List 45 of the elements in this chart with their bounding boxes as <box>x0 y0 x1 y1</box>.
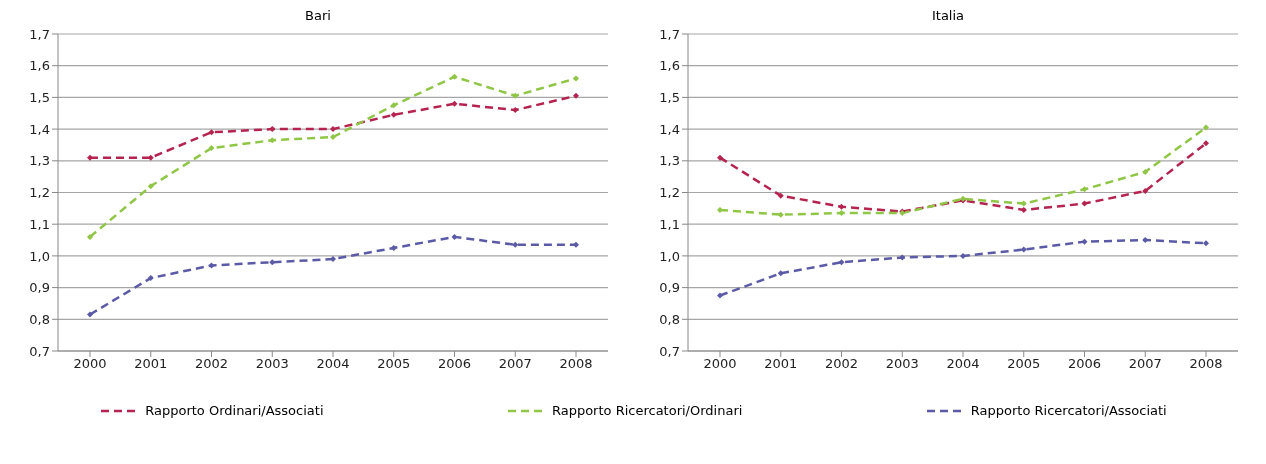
x-tick-label: 2003 <box>255 356 289 372</box>
x-tick-label: 2001 <box>134 356 168 372</box>
x-tick-label: 2008 <box>1189 356 1223 372</box>
x-tick-label: 2001 <box>764 356 798 372</box>
x-tick-label: 2006 <box>437 356 472 372</box>
x-tick-label: 2005 <box>377 356 411 372</box>
x-tick-label: 2007 <box>1128 356 1162 372</box>
y-tick-label: 1,4 <box>659 121 680 137</box>
y-tick-label: 1,3 <box>29 153 50 169</box>
x-tick-label: 2004 <box>946 356 980 372</box>
x-tick-label: 2005 <box>1007 356 1041 372</box>
y-tick-label: 0,8 <box>29 311 50 327</box>
y-tick-label: 1,6 <box>29 58 50 74</box>
y-tick-label: 1,1 <box>659 216 680 232</box>
y-tick-label: 0,9 <box>29 280 50 296</box>
legend-label: Rapporto Ricercatori/Associati <box>970 403 1167 418</box>
x-tick-label: 2000 <box>703 356 737 372</box>
chart-title: Italia <box>930 8 966 25</box>
y-tick-label: 0,7 <box>29 343 50 359</box>
chart-title: Bari <box>304 8 332 25</box>
legend-label: Rapporto Ricercatori/Ordinari <box>551 403 743 418</box>
y-tick-label: 1,0 <box>29 248 50 264</box>
y-tick-label: 1,2 <box>659 185 680 201</box>
y-tick-label: 0,9 <box>659 280 680 296</box>
y-tick-label: 1,5 <box>659 90 680 106</box>
y-tick-label: 0,7 <box>659 343 680 359</box>
x-tick-label: 2002 <box>194 356 229 372</box>
legend-label: Rapporto Ordinari/Associati <box>145 403 324 418</box>
y-tick-label: 1,5 <box>29 90 50 106</box>
y-tick-label: 1,7 <box>29 26 50 42</box>
x-tick-label: 2007 <box>498 356 532 372</box>
y-tick-label: 0,8 <box>659 311 680 327</box>
y-tick-label: 1,3 <box>659 153 680 169</box>
x-tick-label: 2002 <box>824 356 859 372</box>
y-tick-label: 1,1 <box>29 216 50 232</box>
x-tick-label: 2008 <box>559 356 593 372</box>
x-tick-label: 2006 <box>1067 356 1102 372</box>
x-tick-label: 2003 <box>885 356 919 372</box>
y-tick-label: 1,6 <box>659 58 680 74</box>
y-tick-label: 1,4 <box>29 121 50 137</box>
y-tick-label: 1,2 <box>29 185 50 201</box>
x-tick-label: 2000 <box>73 356 107 372</box>
y-tick-label: 1,7 <box>659 26 680 42</box>
y-tick-label: 1,0 <box>659 248 680 264</box>
x-tick-label: 2004 <box>316 356 350 372</box>
